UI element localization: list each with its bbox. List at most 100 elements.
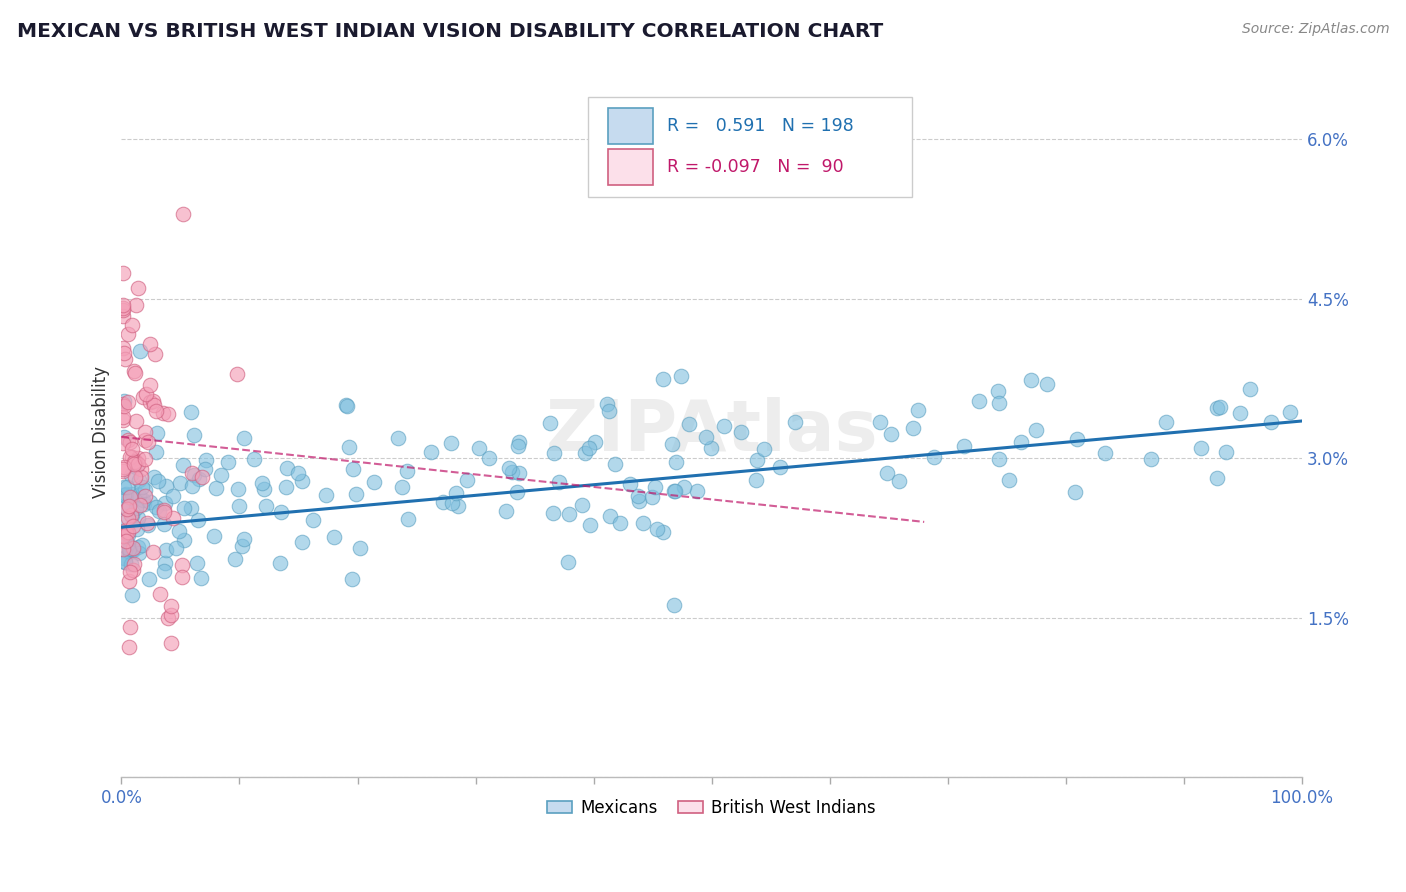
Point [205,481,228,495]
Point [1206,401,1229,415]
FancyBboxPatch shape [588,96,912,197]
Point [139,395,162,409]
Point [1094,446,1116,460]
Point [440,496,463,510]
Point [153,505,176,519]
Point [111,462,134,476]
Point [217,455,239,469]
Point [112,487,135,501]
Text: R =   0.591   N = 198: R = 0.591 N = 198 [666,118,853,136]
Point [387,431,409,445]
Point [129,344,152,359]
Point [302,513,325,527]
Point [444,486,467,500]
Point [228,499,250,513]
Point [122,557,145,571]
Point [233,533,256,547]
Point [117,327,139,342]
Point [111,302,134,317]
Point [1189,442,1212,456]
Point [194,461,217,475]
Point [508,434,530,449]
Point [651,525,673,540]
Point [432,495,454,509]
Point [700,442,723,456]
Point [180,500,202,515]
Point [396,464,419,478]
Point [498,461,520,475]
Point [156,407,179,421]
Point [907,403,929,417]
Point [391,479,413,493]
Point [153,496,176,510]
Point [713,419,735,434]
Point [145,404,167,418]
Point [191,470,214,484]
Point [153,557,176,571]
Point [148,504,170,518]
Text: MEXICAN VS BRITISH WEST INDIAN VISION DISABILITY CORRELATION CHART: MEXICAN VS BRITISH WEST INDIAN VISION DI… [17,22,883,41]
Point [149,586,172,600]
Point [128,545,150,559]
Point [785,415,807,429]
Point [121,318,143,332]
Point [194,452,217,467]
Point [121,450,143,464]
Point [224,552,246,566]
Point [117,543,139,558]
Point [506,484,529,499]
Point [122,541,145,556]
Point [1229,406,1251,420]
Point [363,475,385,489]
Point [118,574,141,589]
Point [145,500,167,514]
Point [120,508,142,523]
Point [627,494,650,508]
Point [111,298,134,312]
Point [541,506,564,520]
Point [112,500,135,515]
Point [202,529,225,543]
Point [112,346,135,360]
Point [678,417,700,431]
Point [1260,415,1282,429]
Point [129,461,152,475]
FancyBboxPatch shape [607,109,652,145]
Point [644,480,666,494]
Point [117,541,139,556]
Point [987,384,1010,398]
Point [1019,374,1042,388]
Point [118,539,141,553]
Point [120,491,142,506]
Point [495,504,517,518]
Point [661,437,683,451]
Point [730,425,752,439]
Point [1024,423,1046,437]
Point [651,372,673,386]
Point [120,434,142,449]
Point [129,470,152,484]
Point [135,387,157,401]
Point [619,477,641,491]
Point [148,474,170,488]
Point [287,466,309,480]
Point [131,480,153,494]
Point [270,505,292,519]
Point [501,465,523,479]
Point [583,435,606,450]
Point [139,495,162,509]
Point [117,434,139,448]
Point [571,498,593,512]
Point [603,457,626,471]
Point [153,516,176,531]
Point [115,524,138,539]
Point [671,368,693,383]
Point [134,425,156,439]
Point [139,337,162,351]
Point [127,450,149,465]
Point [578,441,600,455]
Point [574,446,596,460]
Point [190,571,212,585]
Point [339,440,361,454]
Point [1279,405,1302,419]
